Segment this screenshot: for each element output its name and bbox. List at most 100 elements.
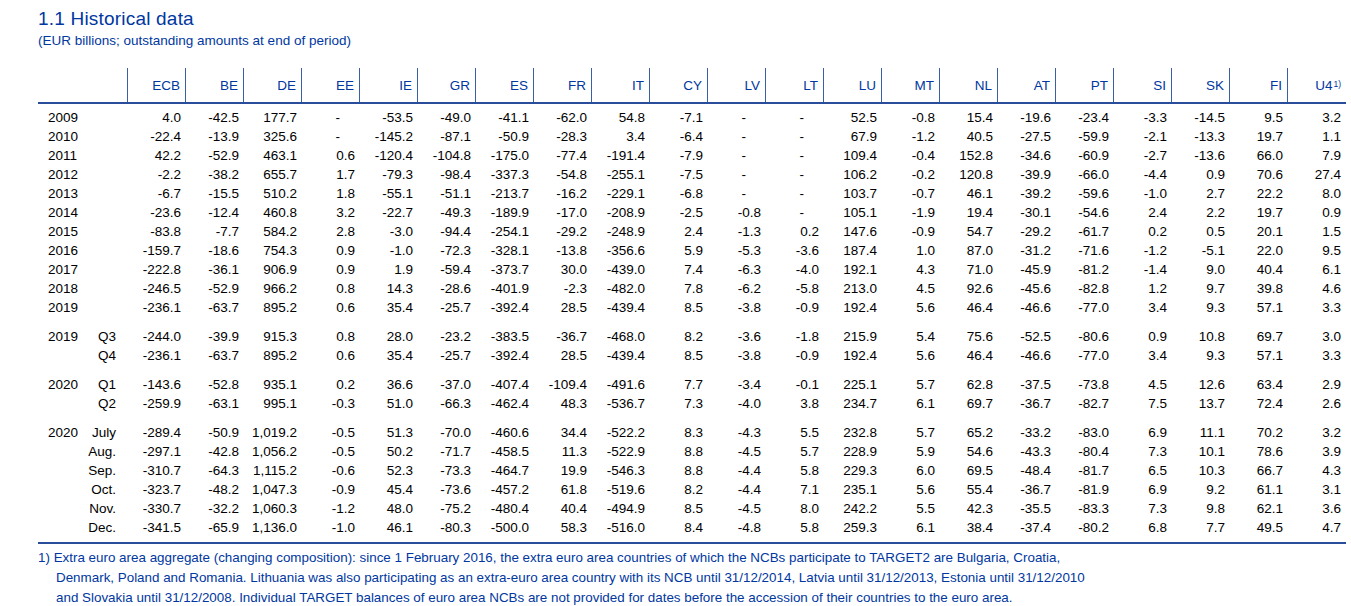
footnote-reference: 1) (1333, 79, 1341, 89)
table-cell: -143.6 (128, 375, 186, 394)
table-cell: -4.8 (708, 518, 766, 537)
footnote-line: and Slovakia until 31/12/2008. Individua… (38, 588, 1345, 606)
table-cell: 30.0 (534, 260, 592, 279)
table-row: Sep.-310.7-64.31,115.2-0.652.3-73.3-464.… (38, 461, 1346, 480)
table-cell: 152.8 (940, 146, 998, 165)
column-header-be: BE (186, 68, 244, 102)
table-cell: -1.2 (1114, 241, 1172, 260)
table-cell: -54.8 (534, 165, 592, 184)
table-cell: 69.7 (1230, 327, 1288, 346)
table-cell: -4.4 (708, 461, 766, 480)
table-cell: -59.9 (1056, 127, 1114, 146)
table-cell: 1,047.3 (244, 480, 302, 499)
table-cell: -37.0 (418, 375, 476, 394)
table-row: 201142.2-52.9463.10.6-120.4-104.8-175.0-… (38, 146, 1346, 165)
table-cell: 5.7 (882, 375, 940, 394)
column-header-de: DE (244, 68, 302, 102)
table-cell: 42.2 (128, 146, 186, 165)
table-cell: - (766, 184, 824, 203)
table-cell: 0.9 (302, 260, 360, 279)
table-cell: -52.9 (186, 146, 244, 165)
table-cell: 187.4 (824, 241, 882, 260)
row-label-period: Dec. (88, 518, 116, 537)
table-cell: -0.9 (302, 480, 360, 499)
table-cell: 655.7 (244, 165, 302, 184)
table-cell: -462.4 (476, 394, 534, 413)
table-cell: 36.6 (360, 375, 418, 394)
row-label: 2014 (38, 203, 128, 222)
table-cell: -0.8 (708, 203, 766, 222)
table-cell: -175.0 (476, 146, 534, 165)
table-cell: -222.8 (128, 260, 186, 279)
table-cell: -1.0 (360, 241, 418, 260)
table-cell: 12.6 (1172, 375, 1230, 394)
table-cell: 9.0 (1172, 260, 1230, 279)
table-cell: -36.1 (186, 260, 244, 279)
table-cell: 0.9 (1114, 327, 1172, 346)
table-cell: 3.2 (1288, 423, 1346, 442)
table-cell: -4.0 (708, 394, 766, 413)
table-cell: 6.8 (1114, 518, 1172, 537)
table-cell: -6.4 (650, 127, 708, 146)
row-label: 2019 (38, 298, 128, 317)
table-cell: -7.9 (650, 146, 708, 165)
table-cell: 10.8 (1172, 327, 1230, 346)
page: 1.1 Historical data (EUR billions; outst… (0, 0, 1351, 606)
table-cell: -82.8 (1056, 279, 1114, 298)
table-cell: 70.6 (1230, 165, 1288, 184)
table-cell: -17.0 (534, 203, 592, 222)
table-cell: -145.2 (360, 127, 418, 146)
table-cell: -191.4 (592, 146, 650, 165)
table-cell: 61.1 (1230, 480, 1288, 499)
table-cell: -244.0 (128, 327, 186, 346)
table-cell: -0.3 (302, 394, 360, 413)
historical-data-table: ECBBEDEEEIEGRESFRITCYLVLTLUMTNLATPTSISKF… (38, 68, 1346, 544)
table-cell: -236.1 (128, 346, 186, 365)
table-row: Q2-259.9-63.1995.1-0.351.0-66.3-462.448.… (38, 394, 1346, 413)
table-cell: -254.1 (476, 222, 534, 241)
table-cell: -73.6 (418, 480, 476, 499)
table-cell: -12.4 (186, 203, 244, 222)
table-cell: -50.9 (476, 127, 534, 146)
group-gap (38, 365, 1346, 375)
table-row: 2019Q3-244.0-39.9915.30.828.0-23.2-383.5… (38, 327, 1346, 346)
table-cell: -72.3 (418, 241, 476, 260)
row-label-year: 2010 (48, 127, 116, 146)
table-cell: 3.1 (1288, 480, 1346, 499)
table-cell: 192.4 (824, 298, 882, 317)
column-header-cy: CY (650, 68, 708, 102)
table-cell: -255.1 (592, 165, 650, 184)
table-cell: 63.4 (1230, 375, 1288, 394)
table-cell: 1.8 (302, 184, 360, 203)
table-cell: -77.0 (1056, 298, 1114, 317)
table-cell: 3.2 (1288, 108, 1346, 127)
table-cell: 3.8 (766, 394, 824, 413)
table-cell: 3.9 (1288, 442, 1346, 461)
table-cell: -39.2 (998, 184, 1056, 203)
table-cell: -49.3 (418, 203, 476, 222)
table-cell: -39.9 (186, 327, 244, 346)
table-cell: -2.7 (1114, 146, 1172, 165)
table-cell: 92.6 (940, 279, 998, 298)
table-cell: -229.1 (592, 184, 650, 203)
table-cell: -6.7 (128, 184, 186, 203)
table-cell: -83.0 (1056, 423, 1114, 442)
row-label-year: 2013 (48, 184, 116, 203)
table-cell: 8.3 (650, 423, 708, 442)
table-cell: -13.3 (1172, 127, 1230, 146)
table-cell: 69.5 (940, 461, 998, 480)
table-row: Dec.-341.5-65.91,136.0-1.046.1-80.3-500.… (38, 518, 1346, 537)
table-cell: 61.8 (534, 480, 592, 499)
table-cell: 4.0 (128, 108, 186, 127)
table-cell: -48.4 (998, 461, 1056, 480)
table-cell: 584.2 (244, 222, 302, 241)
table-cell: -52.8 (186, 375, 244, 394)
table-cell: -468.0 (592, 327, 650, 346)
table-cell: -28.3 (534, 127, 592, 146)
table-cell: -32.2 (186, 499, 244, 518)
table-cell: -29.2 (998, 222, 1056, 241)
row-label-period: Sep. (88, 461, 116, 480)
table-cell: 4.3 (882, 260, 940, 279)
table-cell: -500.0 (476, 518, 534, 537)
table-cell: 1.9 (360, 260, 418, 279)
